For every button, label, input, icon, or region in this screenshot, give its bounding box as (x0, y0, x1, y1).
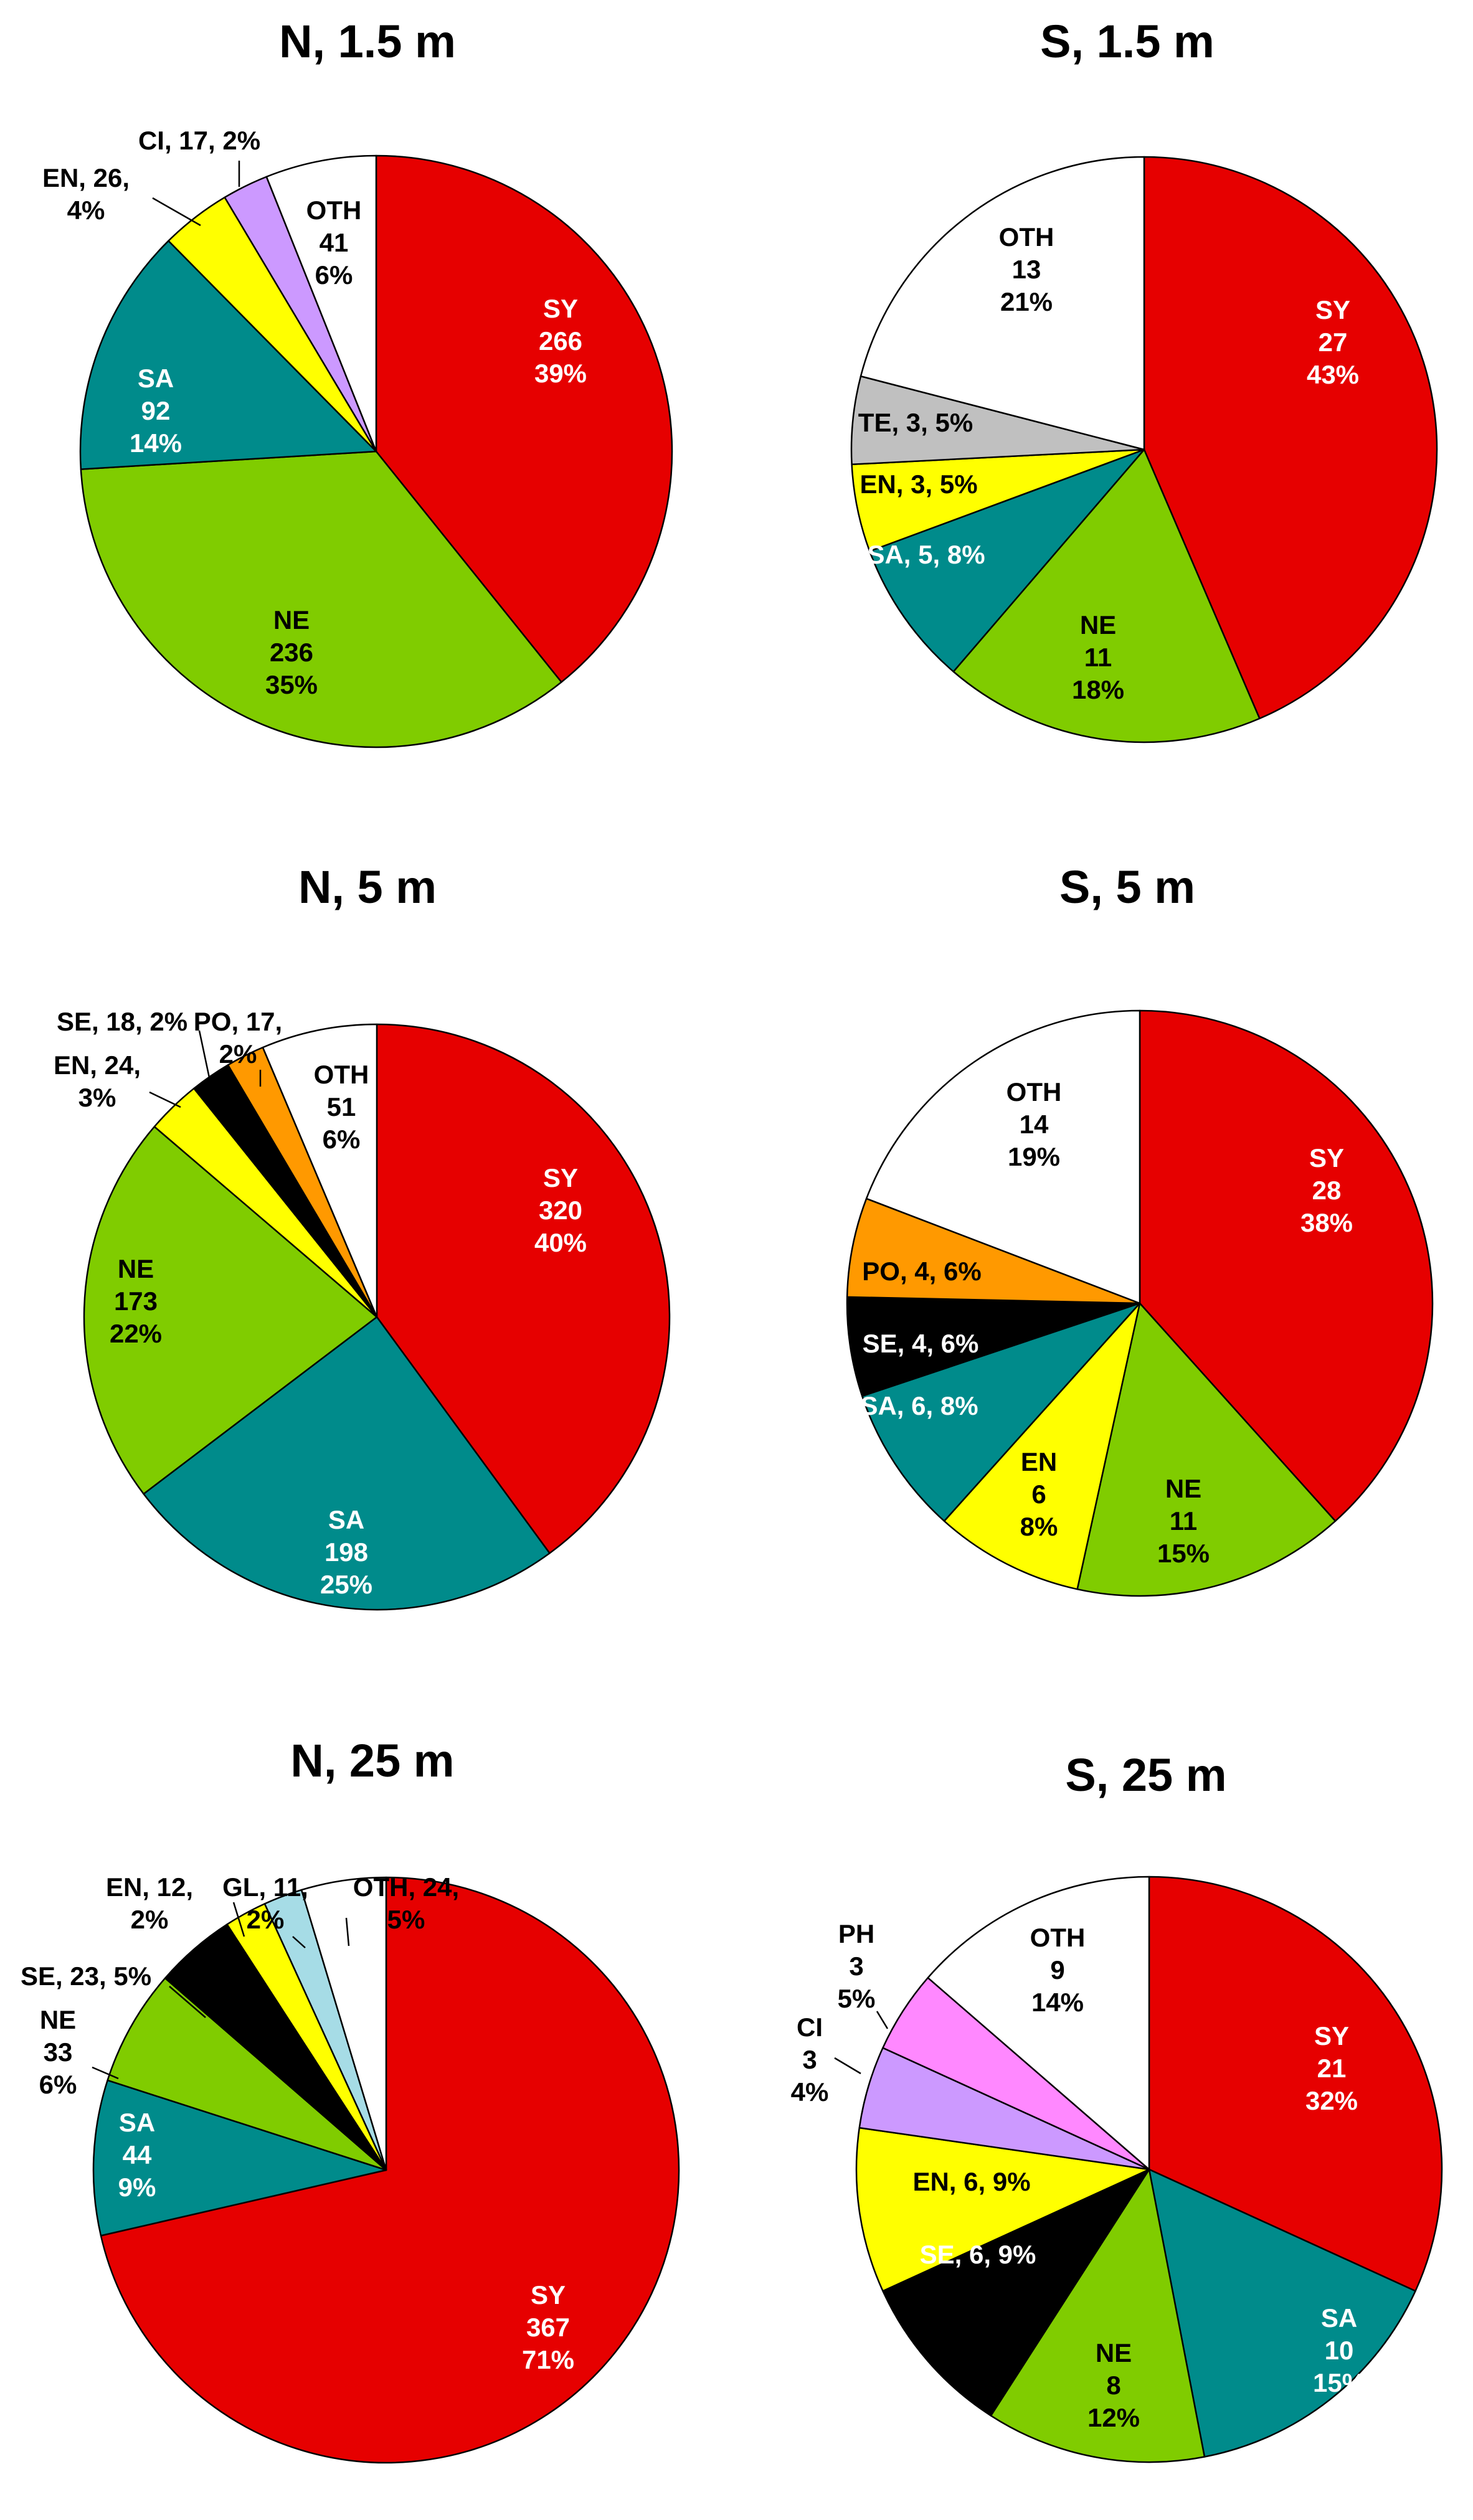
pie-slice-oth (300, 1876, 387, 2171)
pie-slice-sa (861, 1302, 1141, 1522)
pie-slice-po (846, 1197, 1141, 1305)
data-label-sy: SY 21 32% (1305, 2021, 1358, 2115)
pie-slice-sy (1139, 1009, 1434, 1522)
pie-slice-sa (869, 448, 1145, 672)
data-label-sy: SY 28 38% (1300, 1143, 1353, 1237)
chart-title: S, 1.5 m (1040, 16, 1215, 67)
pie-slice-ne (80, 450, 562, 748)
pie-slice-sa (143, 1316, 551, 1611)
pie-slice-sy (375, 154, 673, 683)
pie-n-5-m: N, 5 m SY 320 40% SA 198 25% NE 173 22% EN, 24, 3% S… (54, 861, 671, 1611)
leader-line-en (232, 1902, 245, 1937)
pie-s-25-m: S, 25 m SY 21 32% SA 10 15% NE 8 12% SE, 6, 9% EN, … (791, 1749, 1443, 2463)
leader-line-ne (92, 2066, 119, 2080)
data-label-sa: SA, 6, 8% (860, 1391, 978, 1420)
data-label-sa: SA 10 15% (1313, 2303, 1365, 2397)
data-label-te: TE, 3, 5% (858, 408, 973, 437)
data-label-ci: CI 3 4% (791, 2013, 829, 2107)
data-label-oth: OTH 13 21% (999, 222, 1054, 316)
leader-line-se (198, 1030, 212, 1084)
pie-slice-en (943, 1302, 1141, 1590)
data-label-gl: GL, 11, 2% (222, 1872, 308, 1934)
leader-line-gl (292, 1936, 306, 1948)
pie-slice-oth (860, 156, 1145, 451)
data-label-oth: OTH 41 6% (306, 196, 362, 290)
data-label-se: SE, 4, 6% (863, 1329, 979, 1358)
data-label-ph: PH 3 5% (838, 1919, 876, 2013)
pie-slice-sy (1143, 156, 1438, 720)
data-label-en: EN, 12, 2% (106, 1872, 193, 1934)
pie-n-1-5-m: N, 1.5 m SY 266 39% NE 236 35% SA 92 14% EN, 26, 4%… (42, 16, 673, 748)
data-label-en: EN, 3, 5% (860, 470, 977, 499)
data-label-se: SE, 6, 9% (920, 2240, 1036, 2269)
pie-slice-sy (1148, 1876, 1443, 2292)
data-label-po: PO, 4, 6% (862, 1257, 981, 1286)
chart-title: S, 25 m (1065, 1749, 1226, 1801)
pie-slice-ne (990, 2168, 1206, 2463)
data-label-oth: OTH 14 19% (1006, 1077, 1062, 1171)
pie-slice-sa (1148, 2168, 1416, 2458)
pie-s-5-m: S, 5 m SY 28 38% NE 11 15% EN 6 8% SA, 6, 8% SE, 4,… (846, 861, 1434, 1597)
data-label-ne: NE 8 12% (1087, 2338, 1140, 2432)
pie-slice-se (882, 2168, 1150, 2417)
data-label-ne: NE 11 18% (1072, 610, 1124, 704)
pie-slice-sy (376, 1023, 671, 1554)
data-label-sy: SY 27 43% (1307, 295, 1359, 389)
leader-line-se (169, 1986, 206, 2018)
data-label-en: EN, 6, 9% (912, 2167, 1030, 2196)
pie-slice-ne (952, 448, 1261, 743)
data-label-sy: SY 367 71% (522, 2280, 574, 2374)
data-label-oth: OTH 9 14% (1030, 1923, 1086, 2017)
data-label-se: SE, 18, 2% (57, 1007, 187, 1036)
pie-slice-oth (865, 1009, 1141, 1305)
pie-slice-en (855, 2126, 1150, 2292)
data-label-po: PO, 17, 2% (194, 1007, 282, 1069)
data-label-ne: NE 173 22% (110, 1254, 162, 1348)
data-label-ne: NE 33 6% (39, 2005, 77, 2099)
pie-s-1-5-m: S, 1.5 m SY 27 43% NE 11 18% SA, 5, 8% EN, 3, 5%… (850, 16, 1438, 743)
data-label-oth: OTH 51 6% (314, 1060, 369, 1154)
data-label-oth: OTH, 24, 5% (353, 1872, 459, 1934)
data-label-ci: CI, 17, 2% (138, 126, 260, 155)
pie-slice-sy (100, 1876, 680, 2464)
data-label-en: EN, 24, 3% (54, 1050, 141, 1112)
data-label-ne: NE 11 15% (1157, 1474, 1210, 1568)
data-label-sa: SA 198 25% (320, 1505, 372, 1599)
pie-slice-oth (262, 1023, 378, 1318)
data-label-ne: NE 236 35% (265, 605, 318, 699)
pie-slice-ne (1076, 1302, 1337, 1597)
pie-n-25-m: N, 25 m SY 367 71% SA 44 9% NE 33 6% SE, 23, 5% EN,… (21, 1735, 680, 2464)
chart-title: N, 5 m (298, 861, 437, 913)
leader-line-en (152, 197, 201, 227)
chart-title: N, 25 m (290, 1735, 454, 1786)
data-label-en: EN 6 8% (1020, 1447, 1058, 1541)
chart-title: S, 5 m (1059, 861, 1195, 913)
data-label-se: SE, 23, 5% (21, 1961, 151, 1991)
pie-slice-se (846, 1296, 1141, 1397)
data-label-sy: SY 266 39% (534, 294, 587, 388)
chart-title: N, 1.5 m (279, 16, 456, 67)
leader-line-en (149, 1091, 181, 1108)
data-label-sa: SA 92 14% (130, 364, 182, 458)
leader-line-ph (876, 2011, 889, 2029)
pie-slice-sa (79, 240, 377, 470)
data-label-sa: SA 44 9% (118, 2108, 156, 2202)
leader-line-ci (834, 2057, 861, 2075)
pie-slice-oth (927, 1876, 1150, 2171)
leader-line-oth (345, 1917, 350, 1947)
pie-slice-ne (83, 1126, 378, 1495)
data-label-en: EN, 26, 4% (42, 163, 130, 225)
data-label-sy: SY 320 40% (534, 1163, 587, 1257)
pie-slice-sa (92, 2079, 387, 2237)
data-label-sa: SA, 5, 8% (867, 540, 985, 569)
pie-slice-oth (265, 154, 377, 453)
